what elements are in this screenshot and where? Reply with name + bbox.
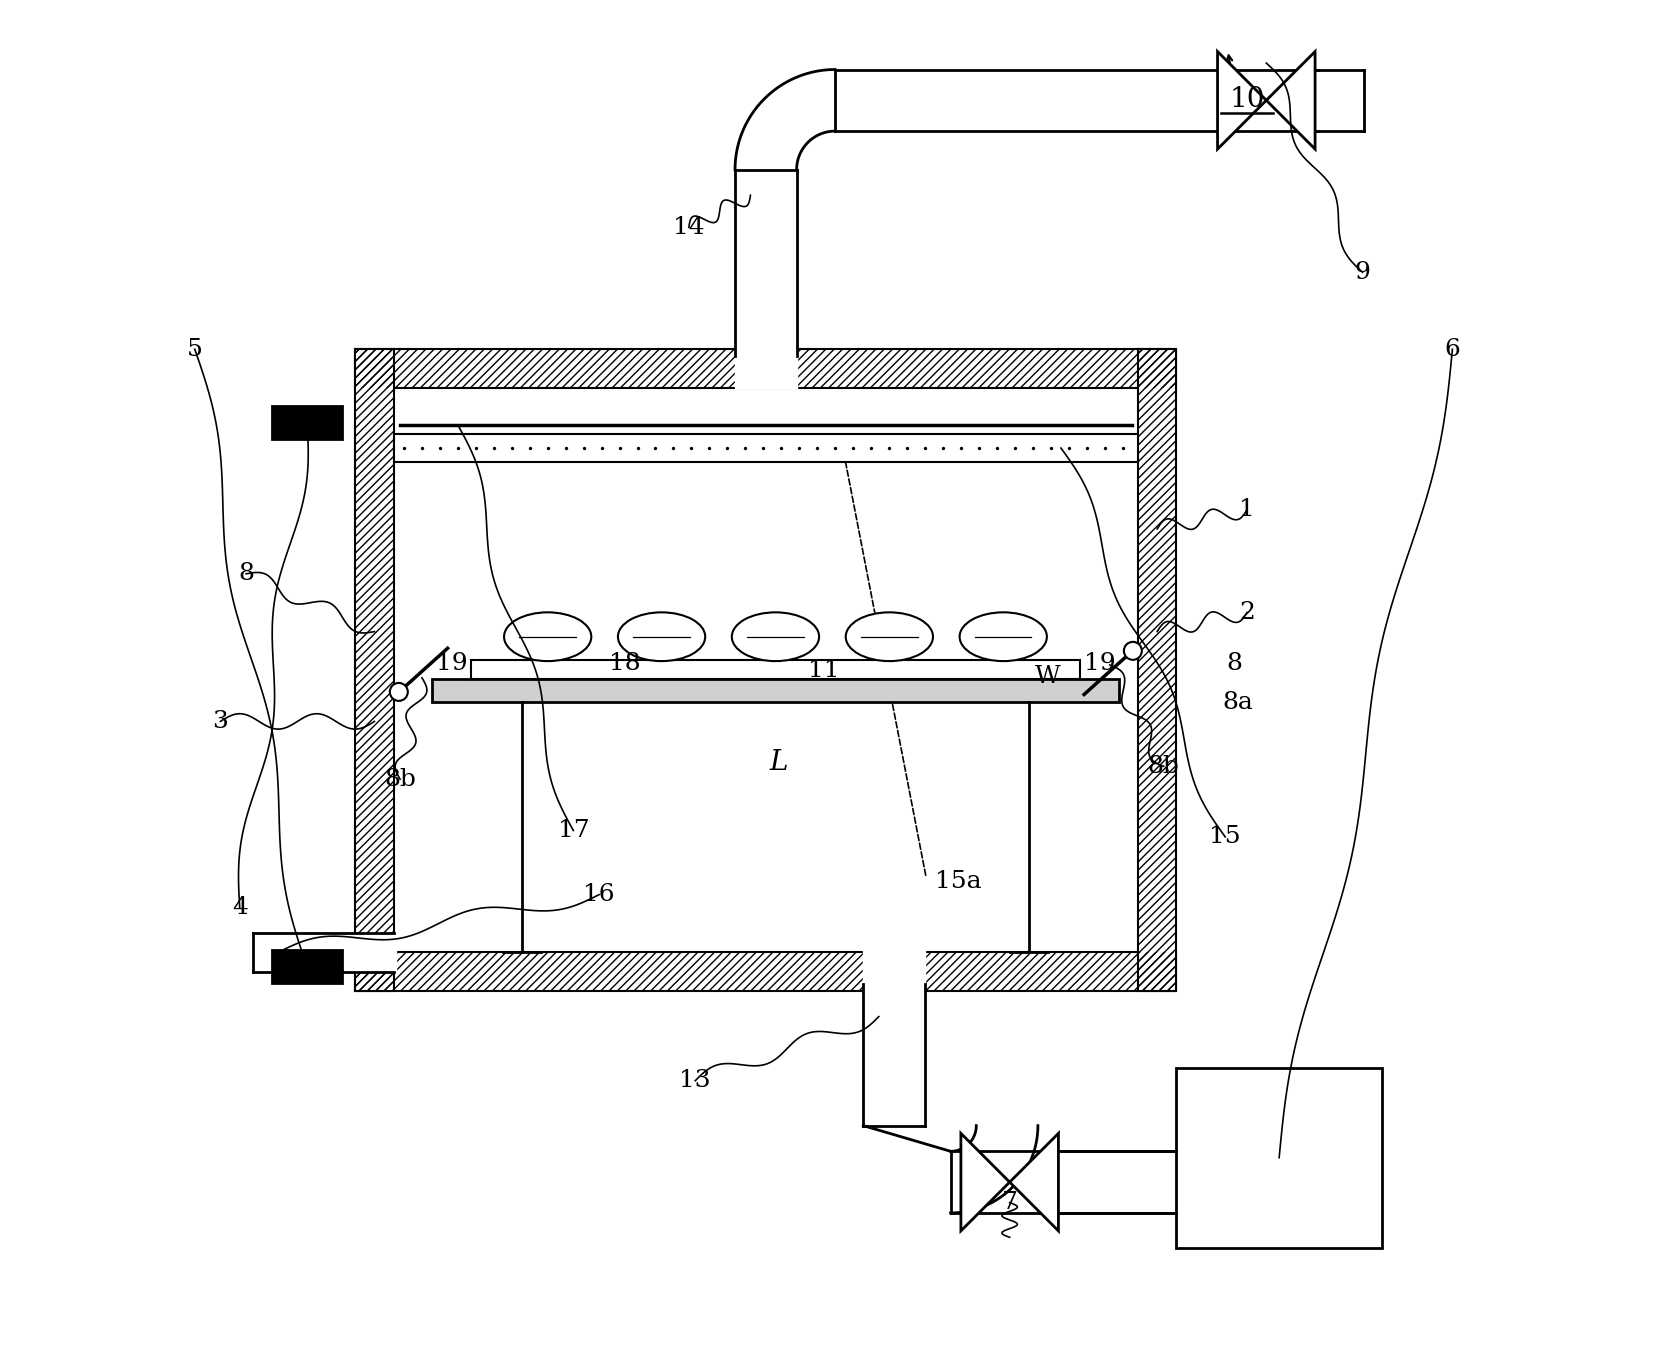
Text: 3: 3 <box>212 710 229 733</box>
Ellipse shape <box>732 613 818 662</box>
Bar <box>272 950 342 984</box>
Bar <box>471 660 1081 679</box>
Ellipse shape <box>959 613 1047 662</box>
Text: 13: 13 <box>679 1069 710 1092</box>
Bar <box>272 406 342 440</box>
Text: 11: 11 <box>808 659 840 682</box>
Bar <box>355 349 1177 388</box>
Circle shape <box>390 683 408 701</box>
Text: 8a: 8a <box>1223 690 1253 713</box>
Ellipse shape <box>618 613 706 662</box>
Text: 7: 7 <box>1001 1191 1018 1214</box>
Bar <box>1139 349 1177 990</box>
Polygon shape <box>1267 51 1315 149</box>
Text: 19: 19 <box>1084 652 1116 675</box>
Bar <box>1139 349 1177 990</box>
Bar <box>1177 1068 1381 1247</box>
Text: 6: 6 <box>1444 338 1461 361</box>
Text: 8b: 8b <box>383 767 417 790</box>
Text: 8: 8 <box>1227 652 1242 675</box>
Text: 15: 15 <box>1210 825 1242 848</box>
Text: L: L <box>770 750 788 777</box>
Text: 2: 2 <box>1238 601 1255 624</box>
Text: 14: 14 <box>672 216 704 239</box>
Text: 4: 4 <box>232 896 247 919</box>
Bar <box>432 679 1119 702</box>
Text: W: W <box>1036 666 1061 687</box>
Ellipse shape <box>505 613 591 662</box>
Text: 9: 9 <box>1355 261 1371 284</box>
Bar <box>393 434 1139 463</box>
Polygon shape <box>961 1134 1009 1231</box>
Text: 5: 5 <box>188 338 203 361</box>
Text: 1: 1 <box>1240 498 1255 521</box>
Text: 8b: 8b <box>1147 755 1180 778</box>
Text: 8: 8 <box>237 563 254 586</box>
Text: 19: 19 <box>435 652 466 675</box>
Text: 15a: 15a <box>935 870 981 893</box>
Text: 17: 17 <box>558 819 589 842</box>
Bar <box>355 953 1177 990</box>
Bar <box>355 349 393 990</box>
Circle shape <box>1124 641 1142 660</box>
Ellipse shape <box>845 613 933 662</box>
Bar <box>355 349 1177 388</box>
Polygon shape <box>1009 1134 1059 1231</box>
Text: 10: 10 <box>1230 85 1265 112</box>
Text: 18: 18 <box>609 652 641 675</box>
Bar <box>355 349 393 990</box>
Text: 16: 16 <box>583 884 614 907</box>
Polygon shape <box>1217 51 1267 149</box>
Bar <box>355 953 1177 990</box>
